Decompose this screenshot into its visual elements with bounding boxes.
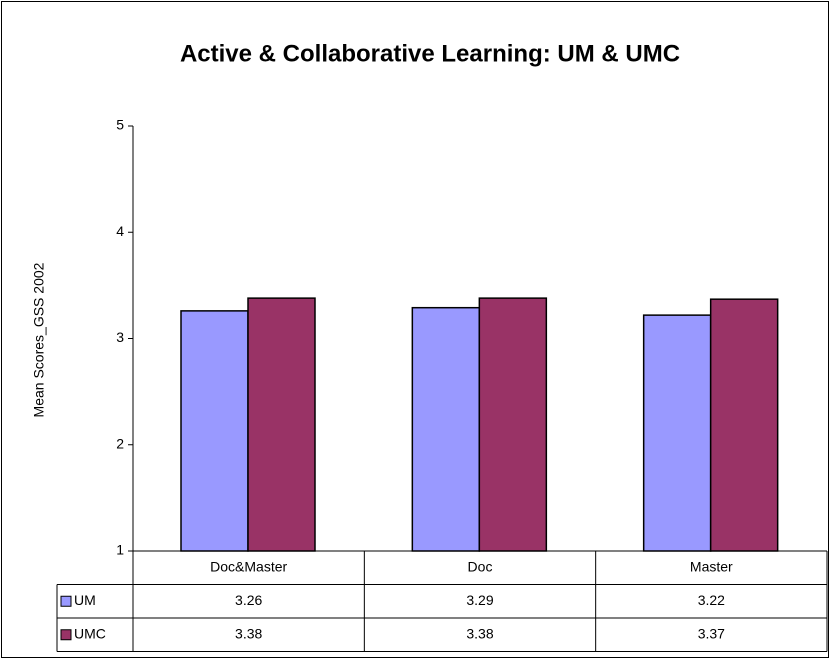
y-axis-label: Mean Scores_GSS 2002 [31,262,47,417]
table-value: 3.37 [698,625,725,641]
table-value: 3.38 [466,625,493,641]
x-tick-label: Doc&Master [210,558,287,574]
y-tick-label: 1 [116,542,124,558]
y-tick-label: 3 [116,329,124,345]
chart-title: Active & Collaborative Learning: UM & UM… [180,40,680,67]
x-tick-label: Doc [468,558,493,574]
y-tick-label: 5 [116,117,124,133]
y-tick-label: 4 [116,223,124,239]
legend-swatch [60,629,72,641]
bar [247,297,316,552]
x-tick-label: Master [690,558,733,574]
table-value: 3.38 [235,625,262,641]
legend-label: UM [74,592,96,608]
y-tick-label: 2 [116,435,124,451]
bar [709,298,779,552]
table-value: 3.29 [466,592,493,608]
table-value: 3.26 [235,592,262,608]
table-value: 3.22 [698,592,725,608]
bar [411,306,481,552]
bar [642,314,712,552]
bar [478,297,548,552]
legend-label: UMC [74,625,106,641]
bar [180,310,249,552]
legend-swatch [60,595,72,607]
